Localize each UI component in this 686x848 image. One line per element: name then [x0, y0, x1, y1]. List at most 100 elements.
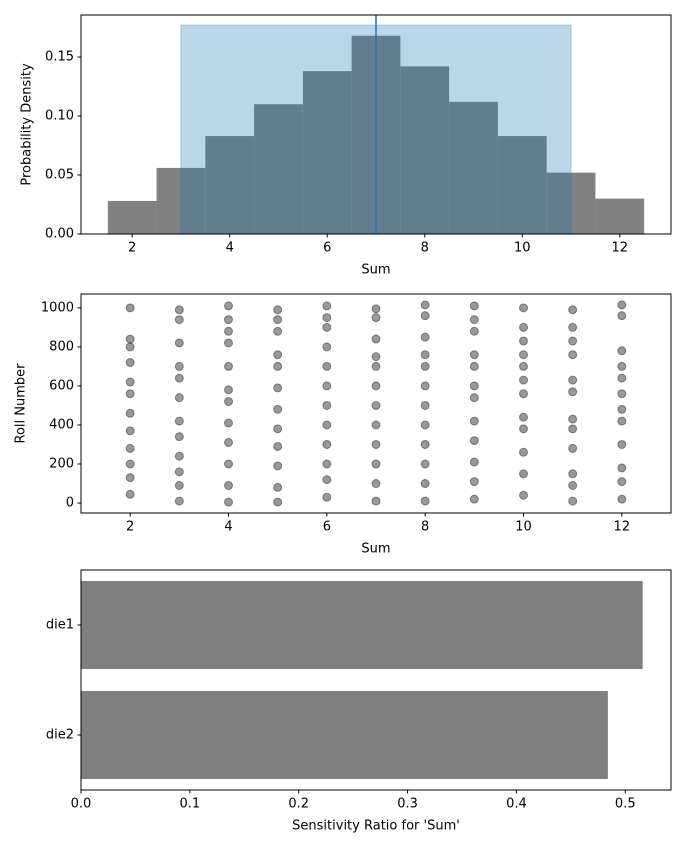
- y-tick-label: 1000: [41, 300, 74, 315]
- x-axis-label: Sum: [361, 263, 390, 278]
- scatter-point: [371, 479, 381, 489]
- scatter-point: [469, 350, 479, 360]
- scatter-point: [371, 381, 381, 391]
- scatter-point: [617, 311, 627, 321]
- scatter-point: [469, 381, 479, 391]
- scatter-point: [371, 459, 381, 469]
- scatter-point: [519, 389, 528, 399]
- scatter-point: [174, 480, 184, 490]
- x-tick-label: 6: [323, 520, 331, 535]
- scatter-point: [371, 420, 381, 430]
- scatter-point: [322, 400, 332, 410]
- scatter-point: [224, 497, 233, 507]
- scatter-point: [322, 381, 332, 391]
- scatter-point: [568, 336, 578, 346]
- scatter-point: [371, 334, 381, 344]
- scatter-point: [322, 459, 332, 469]
- scatter-point: [469, 436, 479, 446]
- scatter-point: [125, 426, 135, 436]
- scatter-point: [568, 469, 578, 479]
- scatter-point: [125, 459, 135, 469]
- y-tick-label: 200: [49, 457, 74, 472]
- x-tick-label: 0.5: [615, 797, 636, 812]
- x-tick-label: 12: [612, 241, 629, 256]
- scatter-point: [371, 361, 381, 371]
- scatter-point: [174, 451, 184, 461]
- scatter-point: [125, 443, 135, 453]
- x-tick-label: 10: [515, 520, 532, 535]
- scatter-point: [322, 420, 332, 430]
- scatter-point: [617, 463, 627, 473]
- scatter-point: [469, 315, 479, 325]
- y-tick-label: 0.15: [45, 50, 74, 65]
- x-axis-label: Sum: [361, 542, 390, 557]
- scatter-point: [174, 496, 184, 506]
- x-tick-label: 8: [421, 520, 429, 535]
- scatter-point: [273, 424, 283, 434]
- scatter-point: [617, 389, 627, 399]
- scatter-point: [371, 439, 381, 449]
- scatter-point: [125, 334, 135, 344]
- scatter-point: [469, 416, 479, 426]
- scatter-point: [519, 322, 528, 332]
- hist-bar: [497, 136, 547, 234]
- scatter-point: [568, 387, 578, 397]
- scatter-point: [420, 459, 430, 469]
- scatter-point: [469, 301, 479, 311]
- scatter-point: [519, 447, 528, 457]
- scatter-point: [273, 441, 283, 451]
- scatter-point: [519, 336, 528, 346]
- y-tick-label: 0.10: [45, 109, 74, 124]
- scatter-point: [371, 304, 381, 314]
- scatter-point: [125, 342, 135, 352]
- scatter-point: [273, 326, 283, 336]
- scatter-point: [224, 480, 233, 490]
- scatter-point: [322, 492, 332, 502]
- scatter-point: [519, 490, 528, 500]
- scatter-point: [322, 439, 332, 449]
- scatter-point: [224, 385, 233, 395]
- scatter-point: [617, 416, 627, 426]
- scatter-point: [125, 303, 135, 313]
- scatter-point: [420, 420, 430, 430]
- scatter-point: [125, 408, 135, 418]
- scatter-point: [420, 400, 430, 410]
- scatter-point: [174, 432, 184, 442]
- x-tick-label: 0.3: [397, 797, 418, 812]
- scatter-point: [273, 361, 283, 371]
- scatter-point: [617, 346, 627, 356]
- scatter-point: [568, 414, 578, 424]
- hist-bar: [107, 200, 157, 234]
- scatter-point: [420, 381, 430, 391]
- scatter-point: [617, 494, 627, 504]
- x-tick-label: 0.0: [71, 797, 92, 812]
- scatter-point: [519, 361, 528, 371]
- scatter-point: [469, 326, 479, 336]
- x-tick-label: 12: [614, 520, 631, 535]
- scatter-point: [224, 459, 233, 469]
- scatter-point: [322, 301, 332, 311]
- scatter-point: [617, 477, 627, 487]
- scatter-point: [273, 404, 283, 414]
- scatter-point: [568, 322, 578, 332]
- axes-frame: [80, 293, 672, 514]
- hist-bar: [400, 66, 450, 234]
- scatter-point: [469, 361, 479, 371]
- scatter-point: [420, 439, 430, 449]
- scatter-point: [273, 461, 283, 471]
- scatter-point: [273, 383, 283, 393]
- scatter-point: [174, 373, 184, 383]
- scatter-point: [617, 439, 627, 449]
- bar: [81, 581, 643, 669]
- scatter-point: [273, 305, 283, 315]
- scatter-point: [125, 473, 135, 483]
- scatter-point: [174, 416, 184, 426]
- scatter-point: [617, 300, 627, 310]
- scatter-point: [371, 496, 381, 506]
- scatter-point: [469, 457, 479, 467]
- x-tick-label: 6: [323, 241, 331, 256]
- x-tick-label: 4: [226, 241, 234, 256]
- y-axis-label: Roll Number: [14, 363, 29, 444]
- y-tick-label: 800: [49, 339, 74, 354]
- scatter-point: [617, 361, 627, 371]
